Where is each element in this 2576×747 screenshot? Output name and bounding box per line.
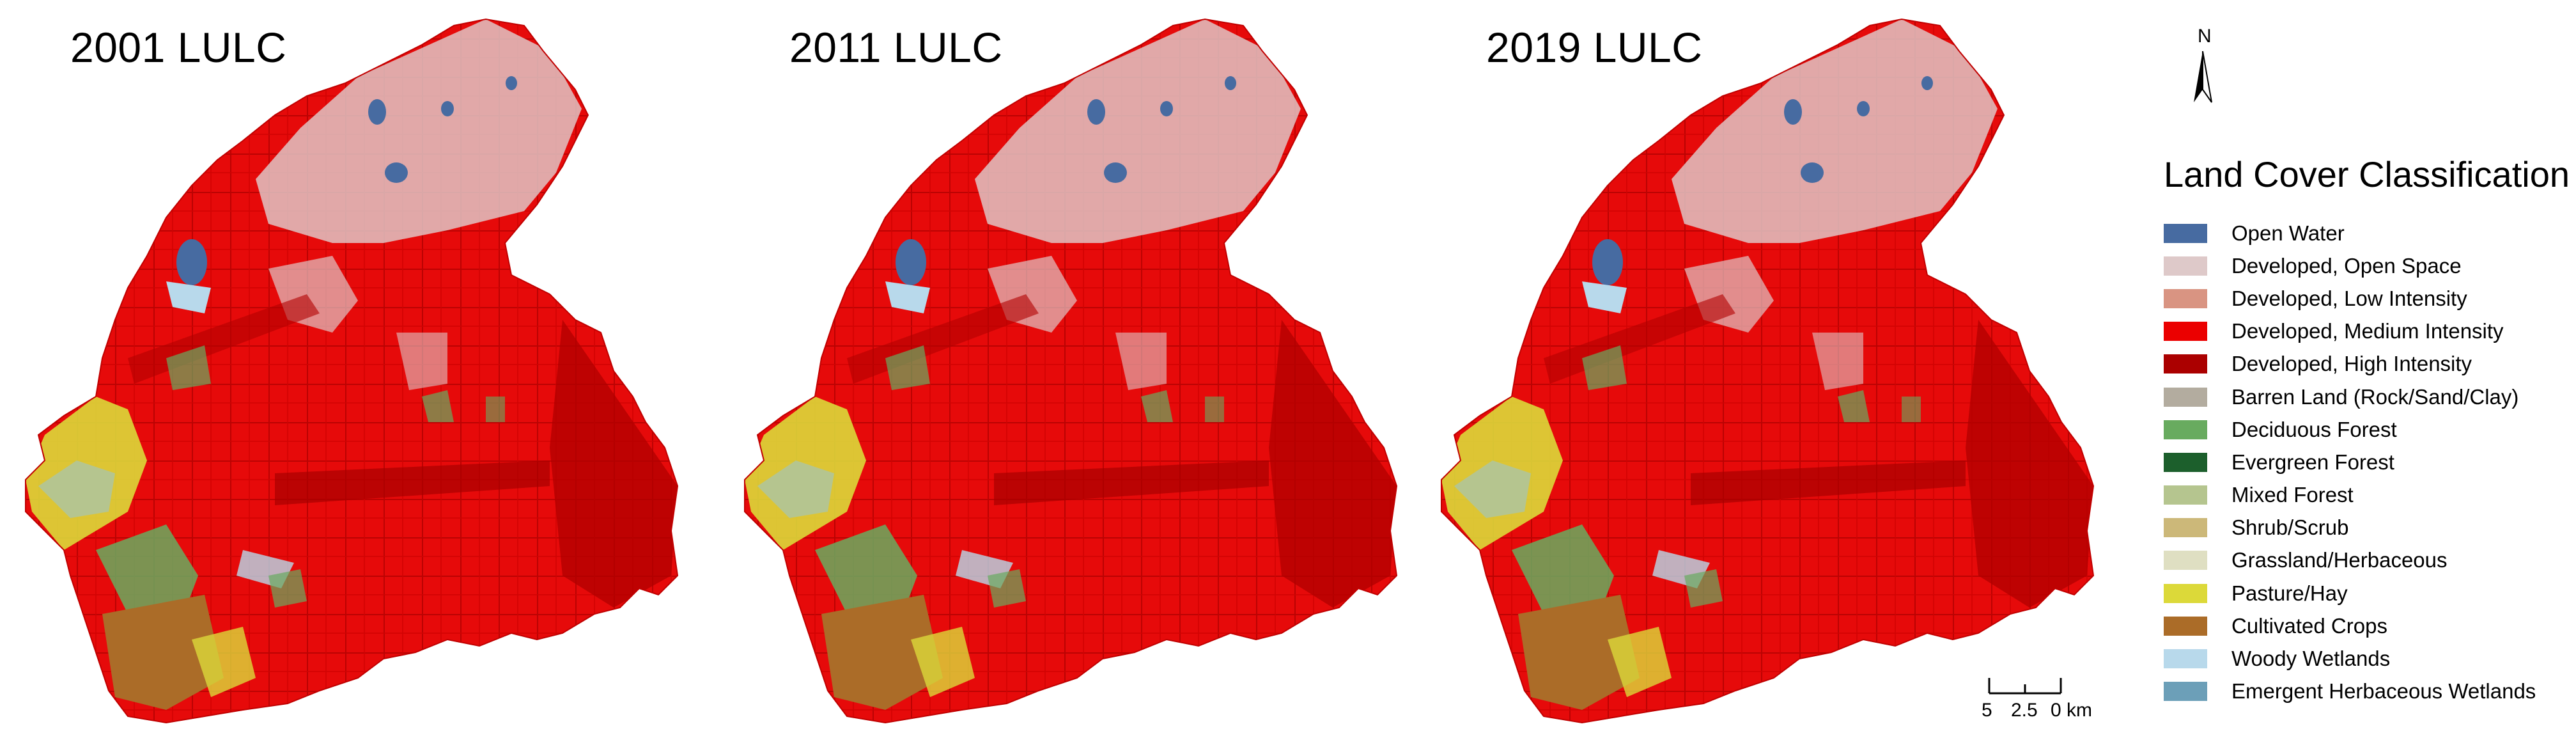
legend-item: Developed, Open Space	[2164, 249, 2573, 282]
panel-title: 2019 LULC	[1486, 24, 1703, 71]
legend-swatch	[2164, 288, 2207, 308]
lulc-map-2019	[1416, 0, 2125, 747]
panel-title: 2011 LULC	[789, 24, 1003, 71]
legend-item: Pasture/Hay	[2164, 577, 2573, 609]
legend-item: Developed, Low Intensity	[2164, 282, 2573, 315]
legend-item: Emergent Herbaceous Wetlands	[2164, 675, 2573, 708]
legend-items: Open Water Developed, Open Space Developed…	[2164, 217, 2573, 708]
legend-swatch	[2164, 354, 2207, 374]
legend-swatch	[2164, 420, 2207, 439]
scale-bar: 5 2.5 0 km	[1982, 672, 2135, 723]
legend-item: Shrub/Scrub	[2164, 512, 2573, 544]
legend-swatch	[2164, 452, 2207, 472]
legend-swatch	[2164, 616, 2207, 636]
legend-swatch	[2164, 387, 2207, 407]
legend-label: Pasture/Hay	[2231, 581, 2348, 605]
legend-item: Evergreen Forest	[2164, 446, 2573, 478]
legend-label: Cultivated Crops	[2231, 613, 2387, 638]
legend-label: Developed, Low Intensity	[2231, 286, 2467, 310]
scale-label-2-5: 2.5	[2011, 700, 2038, 721]
legend-item: Open Water	[2164, 217, 2573, 249]
lulc-map-2011	[719, 0, 1429, 747]
legend-swatch	[2164, 583, 2207, 603]
legend-swatch	[2164, 256, 2207, 276]
legend-swatch	[2164, 223, 2207, 243]
panel-title: 2001 LULC	[70, 24, 287, 71]
scale-label-0-km: 0 km	[2051, 700, 2093, 721]
legend-label: Open Water	[2231, 221, 2345, 245]
legend-label: Deciduous Forest	[2231, 417, 2397, 441]
legend-label: Barren Land (Rock/Sand/Clay)	[2231, 384, 2519, 409]
legend-label: Grassland/Herbaceous	[2231, 548, 2448, 572]
legend-swatch	[2164, 551, 2207, 570]
legend-swatch	[2164, 682, 2207, 702]
scale-label-5: 5	[1982, 700, 1992, 721]
legend-label: Mixed Forest	[2231, 483, 2354, 507]
legend-item: Developed, Medium Intensity	[2164, 315, 2573, 348]
legend-label: Evergreen Forest	[2231, 450, 2394, 474]
map-panel-2019: 2019 LULC	[1416, 0, 2125, 747]
scale-bar-graphic	[1988, 678, 2062, 695]
legend-title: Land Cover Classification	[2164, 154, 2570, 194]
legend-swatch	[2164, 649, 2207, 669]
legend: Land Cover Classification Open Water Deve…	[2164, 153, 2573, 708]
legend-label: Shrub/Scrub	[2231, 515, 2349, 540]
map-panel-2001: 2001 LULC	[0, 0, 710, 747]
legend-label: Developed, High Intensity	[2231, 352, 2472, 376]
legend-swatch	[2164, 518, 2207, 538]
north-arrow: N	[2180, 26, 2224, 109]
north-letter: N	[2198, 26, 2212, 47]
legend-item: Mixed Forest	[2164, 479, 2573, 512]
north-arrow-icon	[2194, 51, 2212, 103]
legend-swatch	[2164, 322, 2207, 342]
legend-item: Woody Wetlands	[2164, 642, 2573, 675]
legend-item: Grassland/Herbaceous	[2164, 544, 2573, 577]
legend-item: Cultivated Crops	[2164, 609, 2573, 642]
legend-label: Emergent Herbaceous Wetlands	[2231, 679, 2536, 704]
legend-item: Developed, High Intensity	[2164, 348, 2573, 381]
legend-label: Woody Wetlands	[2231, 647, 2391, 671]
legend-swatch	[2164, 485, 2207, 505]
legend-item: Barren Land (Rock/Sand/Clay)	[2164, 381, 2573, 413]
legend-label: Developed, Open Space	[2231, 253, 2462, 278]
lulc-map-2001	[0, 0, 710, 747]
legend-label: Developed, Medium Intensity	[2231, 319, 2504, 343]
legend-item: Deciduous Forest	[2164, 413, 2573, 446]
map-panel-2011: 2011 LULC	[719, 0, 1429, 747]
